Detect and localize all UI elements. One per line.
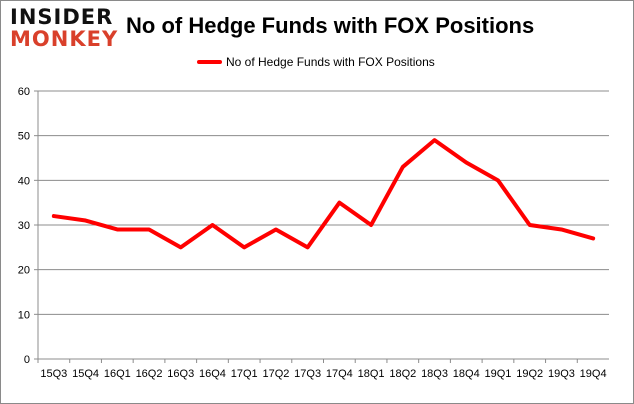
y-tick-label: 10 [18, 309, 30, 321]
x-tick-label: 16Q4 [199, 368, 226, 380]
data-point [243, 246, 245, 248]
insider-monkey-logo: INSIDER MONKEY [10, 7, 120, 53]
data-point [529, 224, 531, 226]
data-point [465, 161, 467, 163]
x-tick-label: 19Q4 [580, 368, 607, 380]
data-point [211, 224, 213, 226]
x-tick-label: 17Q1 [231, 368, 258, 380]
x-tick-label: 18Q3 [421, 368, 448, 380]
data-point [497, 179, 499, 181]
data-point [180, 246, 182, 248]
data-point [148, 228, 150, 230]
data-point [85, 220, 87, 222]
logo-line2: MONKEY [10, 27, 119, 51]
legend-label: No of Hedge Funds with FOX Positions [226, 55, 435, 69]
x-tick-label: 18Q2 [389, 368, 416, 380]
data-point [370, 224, 372, 226]
data-point [338, 202, 340, 204]
y-tick-label: 0 [24, 354, 30, 366]
x-tick-label: 15Q3 [40, 368, 67, 380]
series-line [51, 138, 596, 250]
y-tick-label: 40 [18, 175, 30, 187]
data-point [53, 215, 55, 217]
x-tick-label: 18Q1 [358, 368, 385, 380]
x-tick-label: 19Q3 [548, 368, 575, 380]
x-tick-label: 19Q2 [516, 368, 543, 380]
data-point [275, 228, 277, 230]
x-tick-label: 17Q4 [326, 368, 353, 380]
y-tick-label: 20 [18, 265, 30, 277]
y-tick-label: 50 [18, 131, 30, 143]
data-point [592, 237, 594, 239]
legend-swatch [197, 60, 222, 64]
x-tick-label: 17Q2 [262, 368, 289, 380]
x-tick-label: 16Q1 [104, 368, 131, 380]
x-tick-label: 18Q4 [453, 368, 480, 380]
data-point [307, 246, 309, 248]
x-tick-label: 15Q4 [72, 368, 99, 380]
x-tick-label: 16Q2 [136, 368, 163, 380]
data-point [434, 139, 436, 141]
chart-title: No of Hedge Funds with FOX Positions [126, 13, 535, 38]
data-point [116, 228, 118, 230]
y-tick-label: 60 [18, 86, 30, 98]
logo-line1: INSIDER [10, 5, 114, 29]
x-tick-label: 17Q3 [294, 368, 321, 380]
data-point [560, 228, 562, 230]
data-point [402, 166, 404, 168]
x-tick-label: 19Q1 [485, 368, 512, 380]
legend: No of Hedge Funds with FOX Positions [197, 55, 435, 69]
x-tick-label: 16Q3 [167, 368, 194, 380]
y-tick-label: 30 [18, 220, 30, 232]
